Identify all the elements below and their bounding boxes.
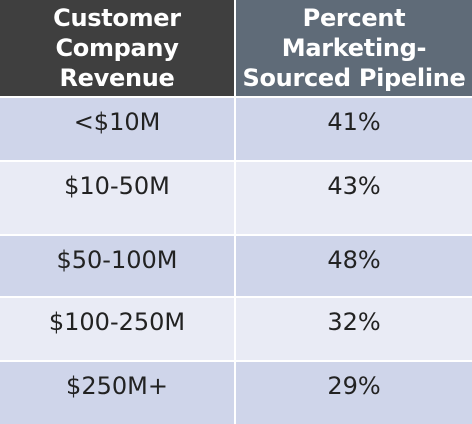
table-row: $100-250M 32% [0, 296, 472, 360]
cell-revenue: $10-50M [64, 172, 170, 200]
table-row: $10-50M 43% [0, 160, 472, 234]
table-header-row: Customer Company Revenue Percent Marketi… [0, 0, 472, 96]
table-row: $250M+ 29% [0, 360, 472, 424]
cell-percent: 43% [234, 162, 472, 234]
cell-revenue: <$10M [73, 108, 161, 136]
cell-percent: 48% [234, 236, 472, 296]
cell-revenue: $250M+ [66, 372, 168, 400]
header-company-revenue: Customer Company Revenue [0, 0, 234, 96]
table-row: <$10M 41% [0, 96, 472, 160]
cell-revenue: $50-100M [56, 246, 178, 274]
cell-revenue: $100-250M [48, 308, 186, 336]
table-row: $50-100M 48% [0, 234, 472, 296]
cell-percent: 32% [234, 298, 472, 360]
header-marketing-sourced-pipeline: Percent Marketing-Sourced Pipeline [234, 0, 472, 96]
cell-percent: 41% [234, 98, 472, 160]
cell-percent: 29% [234, 362, 472, 424]
